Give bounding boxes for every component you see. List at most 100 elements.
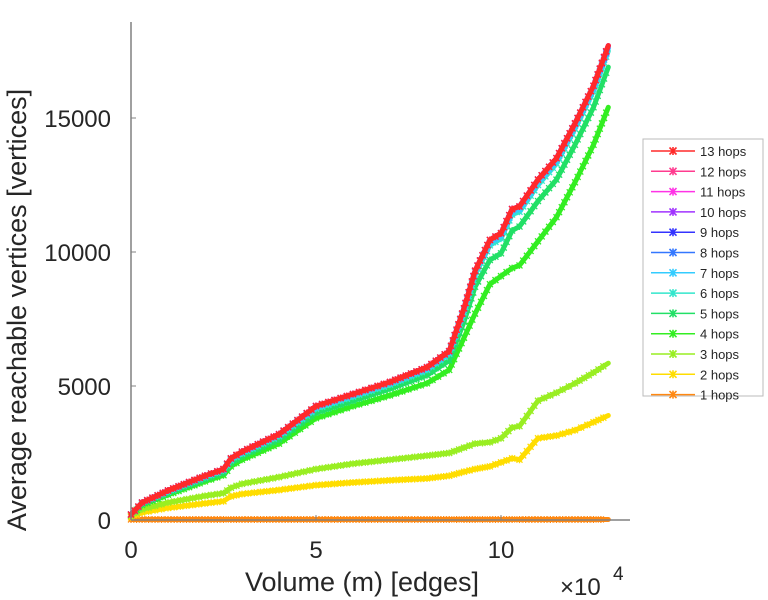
legend-marker [668, 370, 678, 379]
data-point [497, 229, 505, 237]
series-7-hops [127, 45, 611, 519]
data-point [527, 207, 535, 215]
legend-item: 4 hops [651, 327, 740, 342]
data-point [538, 232, 546, 240]
legend-label: 5 hops [700, 306, 740, 321]
data-point [195, 493, 203, 501]
data-point [503, 268, 511, 276]
data-point [583, 421, 591, 429]
data-point [324, 398, 332, 406]
data-point [159, 489, 167, 497]
data-point [312, 481, 320, 489]
data-point [491, 253, 499, 261]
data-point [527, 186, 535, 194]
data-point [503, 217, 511, 225]
data-point [434, 373, 442, 381]
data-point [195, 500, 203, 508]
legend-item: 11 hops [651, 185, 746, 200]
data-point [497, 249, 505, 257]
data-point [398, 454, 406, 462]
data-point [450, 447, 458, 455]
data-point [318, 464, 326, 472]
data-point [471, 310, 479, 318]
data-point [149, 494, 156, 502]
data-point [368, 458, 375, 466]
data-point [590, 103, 597, 111]
data-point [355, 459, 363, 467]
data-point [599, 414, 607, 422]
data-point [596, 65, 604, 73]
data-point [519, 257, 527, 265]
data-point [455, 469, 463, 477]
data-point [516, 261, 523, 269]
x-tick-label: 10 [488, 537, 515, 564]
data-point [460, 444, 468, 452]
data-point [270, 433, 278, 441]
data-point [486, 280, 494, 288]
data-point [189, 501, 197, 509]
data-point [534, 434, 542, 442]
legend-label: 10 hops [700, 205, 747, 220]
data-point [423, 363, 431, 371]
data-point [519, 217, 527, 225]
data-point [175, 482, 183, 490]
x-multiplier-exponent: 4 [613, 564, 624, 585]
data-point [368, 384, 375, 392]
data-point [220, 497, 227, 505]
legend-marker [668, 167, 678, 176]
data-point [287, 484, 295, 492]
data-point [201, 499, 209, 507]
data-point [429, 451, 437, 459]
data-point [243, 445, 251, 453]
data-point [508, 264, 516, 272]
data-point [423, 452, 431, 460]
y-tick-label: 5000 [58, 374, 111, 401]
y-tick-label: 0 [98, 508, 111, 535]
data-point [417, 452, 425, 460]
data-point [294, 416, 301, 424]
data-point [264, 435, 272, 443]
series-10-hops [127, 43, 611, 519]
data-point [592, 76, 600, 84]
legend-marker [668, 289, 678, 298]
data-point [361, 478, 369, 486]
data-point [590, 418, 597, 426]
data-point [190, 476, 198, 484]
data-point [486, 256, 494, 264]
data-point [576, 377, 584, 385]
series-6-hops [127, 48, 611, 519]
data-point [418, 365, 426, 373]
data-point [559, 430, 567, 438]
legend-label: 2 hops [700, 367, 740, 382]
data-point [423, 474, 431, 482]
data-point [450, 470, 458, 478]
series-line [128, 104, 611, 518]
x-axis-label: Volume (m) [edges] [245, 567, 479, 597]
data-point [207, 499, 215, 507]
data-point [411, 475, 419, 483]
data-point [571, 426, 579, 434]
data-point [164, 499, 172, 507]
data-point [213, 467, 221, 475]
data-point [417, 381, 425, 389]
data-point [491, 460, 499, 468]
legend-label: 6 hops [700, 286, 740, 301]
data-point [534, 237, 542, 245]
data-point [445, 449, 453, 457]
legend-label: 13 hops [700, 144, 747, 159]
data-point [287, 470, 295, 478]
data-point [138, 499, 146, 507]
legend-marker [668, 390, 678, 399]
data-point [508, 424, 516, 432]
data-point [227, 492, 235, 500]
data-point [269, 474, 277, 482]
legend-label: 7 hops [700, 266, 740, 281]
data-point [483, 286, 491, 294]
data-point [380, 393, 388, 401]
data-point [349, 460, 357, 468]
data-point [238, 490, 246, 498]
data-point [280, 427, 288, 435]
data-point [405, 475, 412, 483]
data-point [546, 391, 554, 399]
data-point [412, 367, 420, 375]
